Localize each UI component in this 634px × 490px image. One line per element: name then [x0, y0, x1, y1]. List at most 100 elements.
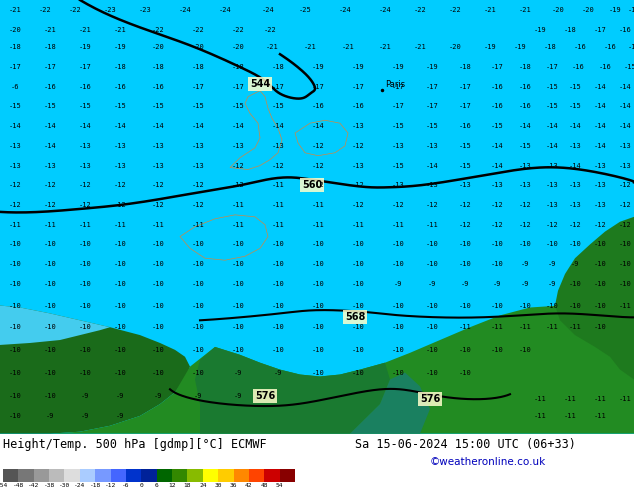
Polygon shape [0, 0, 350, 128]
Text: -14: -14 [593, 143, 606, 149]
Text: -12: -12 [79, 182, 91, 188]
Text: ©weatheronline.co.uk: ©weatheronline.co.uk [430, 457, 547, 467]
Text: -12: -12 [191, 202, 204, 208]
Text: -9: -9 [154, 393, 162, 399]
Text: -13: -13 [569, 143, 581, 149]
Text: -16: -16 [312, 103, 325, 109]
Text: -22: -22 [39, 7, 51, 13]
Text: -30: -30 [59, 483, 70, 488]
Polygon shape [0, 0, 634, 300]
Text: -10: -10 [312, 281, 325, 287]
Text: -15: -15 [392, 163, 404, 169]
Text: -18: -18 [89, 483, 101, 488]
Polygon shape [0, 306, 190, 434]
Text: -12: -12 [113, 182, 126, 188]
Text: 30: 30 [214, 483, 222, 488]
Text: -10: -10 [593, 261, 606, 267]
Text: -21: -21 [44, 26, 56, 32]
Text: -9: -9 [521, 281, 529, 287]
Text: -13: -13 [519, 182, 531, 188]
Text: -16: -16 [619, 26, 631, 32]
Text: -14: -14 [519, 123, 531, 129]
Text: -10: -10 [491, 242, 503, 247]
Text: -11: -11 [9, 221, 22, 228]
Text: -21: -21 [113, 26, 126, 32]
Text: -13: -13 [546, 163, 559, 169]
Text: -10: -10 [312, 324, 325, 330]
Text: -20: -20 [581, 7, 595, 13]
Text: -10: -10 [352, 302, 365, 309]
Text: -10: -10 [9, 281, 22, 287]
Text: -10: -10 [458, 347, 471, 353]
Text: -11: -11 [564, 413, 576, 419]
Text: -22: -22 [231, 26, 244, 32]
Text: -54: -54 [0, 483, 9, 488]
Text: 12: 12 [168, 483, 176, 488]
Text: -13: -13 [9, 163, 22, 169]
Text: -12: -12 [231, 163, 244, 169]
Text: -22: -22 [152, 26, 164, 32]
Text: -12: -12 [352, 202, 365, 208]
Text: -10: -10 [312, 242, 325, 247]
Text: 544: 544 [250, 79, 270, 89]
Text: -12: -12 [352, 182, 365, 188]
Text: -16: -16 [152, 84, 164, 90]
Text: -9: -9 [116, 393, 124, 399]
Text: -11: -11 [231, 202, 244, 208]
Text: -18: -18 [458, 64, 471, 70]
Text: -9: -9 [81, 413, 89, 419]
Bar [218, 469, 233, 482]
Text: -10: -10 [113, 242, 126, 247]
Text: -14: -14 [425, 163, 438, 169]
Polygon shape [300, 372, 430, 434]
Text: -10: -10 [9, 413, 22, 419]
Text: -21: -21 [413, 44, 427, 50]
Text: -15: -15 [624, 64, 634, 70]
Text: -20: -20 [9, 26, 22, 32]
Text: -14: -14 [491, 143, 503, 149]
Text: -10: -10 [271, 261, 285, 267]
Text: -10: -10 [271, 347, 285, 353]
Text: -17: -17 [312, 84, 325, 90]
Text: -16: -16 [491, 84, 503, 90]
Text: -9: -9 [274, 369, 282, 375]
Text: -10: -10 [392, 242, 404, 247]
Text: -11: -11 [534, 396, 547, 402]
Text: -10: -10 [113, 347, 126, 353]
Text: -10: -10 [546, 242, 559, 247]
Text: -10: -10 [392, 261, 404, 267]
Text: -21: -21 [304, 44, 316, 50]
Text: -10: -10 [425, 242, 438, 247]
Text: -14: -14 [491, 163, 503, 169]
Text: 576: 576 [420, 394, 440, 404]
Text: -15: -15 [458, 143, 471, 149]
Text: 6: 6 [155, 483, 158, 488]
Text: Paris: Paris [385, 80, 405, 89]
Text: -14: -14 [593, 103, 606, 109]
Text: -12: -12 [9, 202, 22, 208]
Text: -13: -13 [352, 123, 365, 129]
Text: -10: -10 [44, 242, 56, 247]
Text: -10: -10 [9, 369, 22, 375]
Text: -17: -17 [491, 64, 503, 70]
Text: -10: -10 [113, 302, 126, 309]
Text: -10: -10 [152, 242, 164, 247]
Text: -14: -14 [619, 84, 631, 90]
Text: -14: -14 [44, 143, 56, 149]
Text: -10: -10 [79, 324, 91, 330]
Text: -9: -9 [571, 261, 579, 267]
Text: -12: -12 [44, 202, 56, 208]
Text: -15: -15 [392, 123, 404, 129]
Text: -19: -19 [425, 64, 438, 70]
Text: -17: -17 [352, 84, 365, 90]
Polygon shape [0, 0, 634, 276]
Text: -9: -9 [548, 281, 556, 287]
Text: -13: -13 [619, 143, 631, 149]
Text: -20: -20 [552, 7, 564, 13]
Text: -11: -11 [231, 221, 244, 228]
Text: -10: -10 [113, 261, 126, 267]
Text: -13: -13 [44, 163, 56, 169]
Text: -15: -15 [152, 103, 164, 109]
Text: -10: -10 [9, 261, 22, 267]
Text: -12: -12 [79, 202, 91, 208]
